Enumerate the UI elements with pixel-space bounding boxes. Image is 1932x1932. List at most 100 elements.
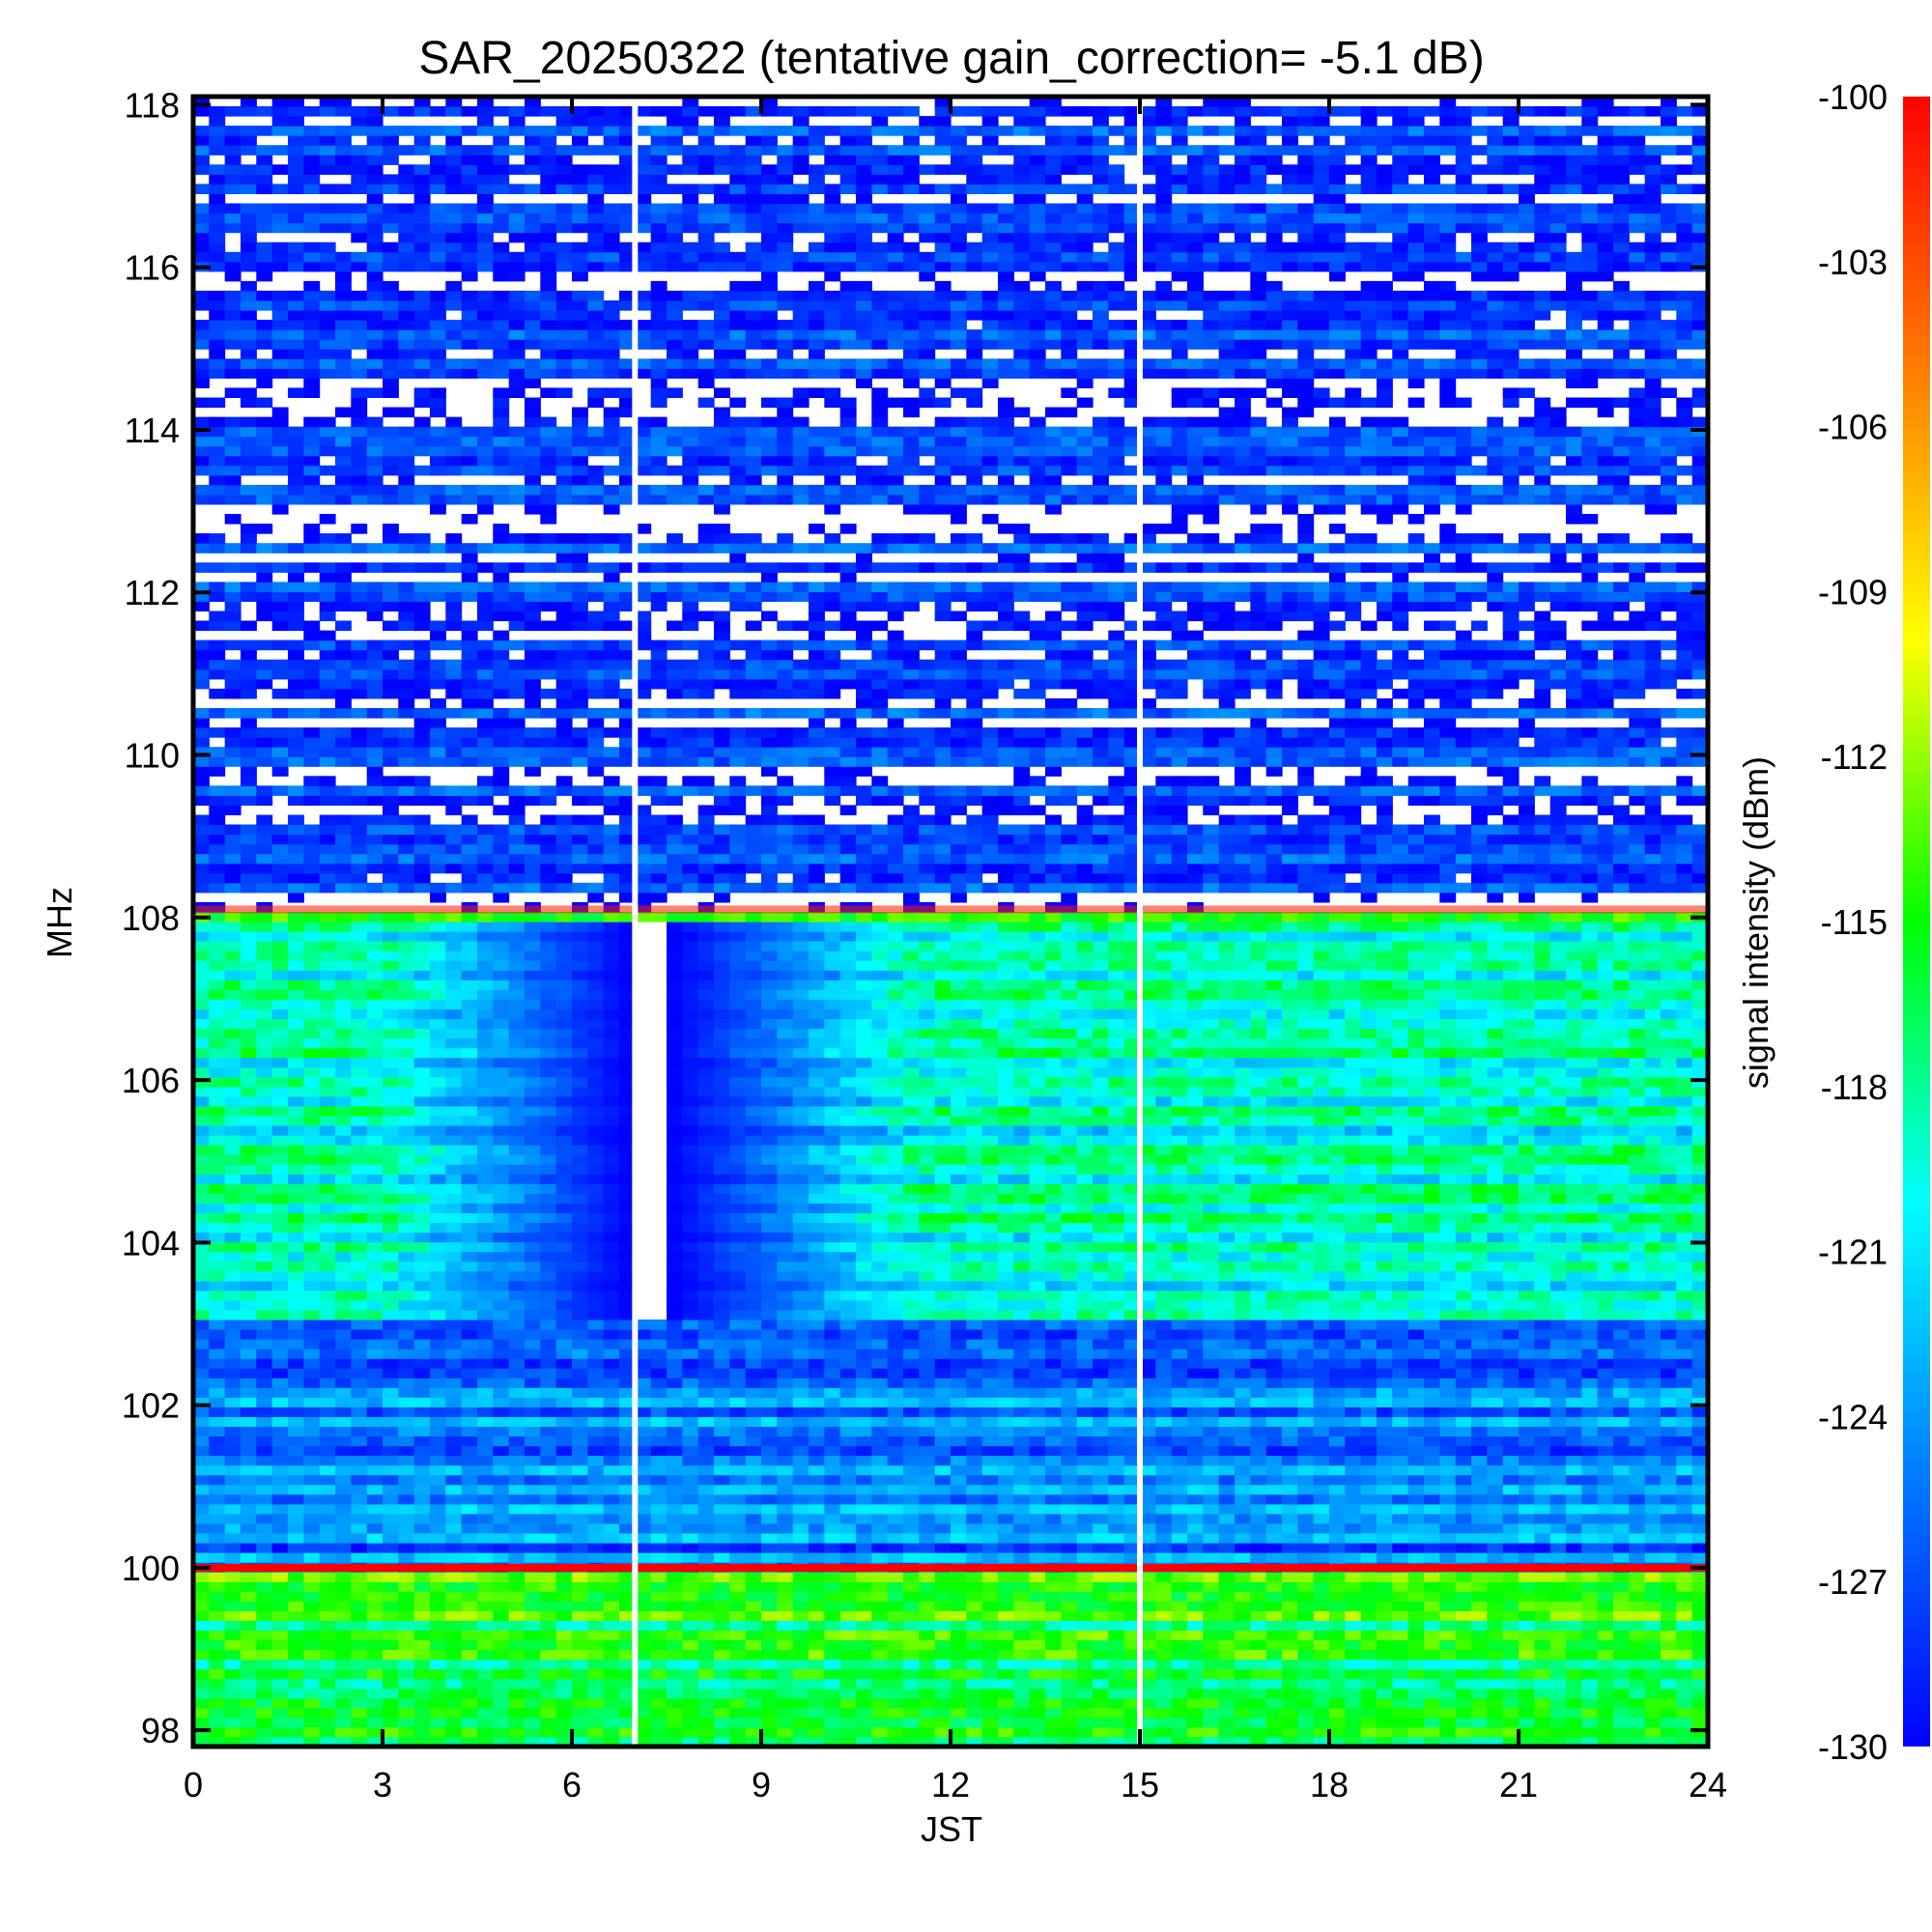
heatmap-cell xyxy=(919,1572,935,1582)
heatmap-cell xyxy=(856,1669,872,1680)
heatmap-cell xyxy=(1661,1698,1677,1709)
heatmap-cell xyxy=(193,1291,210,1301)
heatmap-cell xyxy=(856,1329,872,1340)
heatmap-cell xyxy=(1471,1329,1488,1340)
heatmap-cell xyxy=(525,1456,541,1466)
heatmap-cell xyxy=(888,1640,904,1651)
heatmap-cell xyxy=(509,1601,526,1611)
heatmap-cell xyxy=(1456,1533,1472,1544)
heatmap-cell xyxy=(193,1485,210,1495)
heatmap-cell xyxy=(540,1358,556,1369)
heatmap-cell xyxy=(840,1387,857,1398)
heatmap-cell xyxy=(1172,1397,1188,1407)
heatmap-cell xyxy=(272,1252,289,1263)
heatmap-cell xyxy=(509,1581,526,1592)
heatmap-cell xyxy=(1534,1465,1550,1476)
heatmap-cell xyxy=(1487,1300,1503,1311)
heatmap-cell xyxy=(1645,1281,1662,1292)
heatmap-cell xyxy=(493,1650,509,1661)
heatmap-cell xyxy=(1282,1650,1298,1661)
heatmap-cell xyxy=(288,1291,304,1301)
heatmap-cell xyxy=(509,1718,526,1728)
heatmap-cell xyxy=(698,1339,715,1350)
heatmap-cell xyxy=(209,1630,225,1640)
heatmap-cell xyxy=(1581,1310,1598,1321)
heatmap-cell xyxy=(1629,1630,1645,1640)
heatmap-cell xyxy=(871,1494,888,1505)
heatmap-cell xyxy=(1408,1291,1425,1301)
heatmap-cell xyxy=(1503,1669,1520,1680)
heatmap-cell xyxy=(604,1650,620,1661)
heatmap-cell xyxy=(1235,1572,1251,1582)
heatmap-cell xyxy=(746,1358,762,1369)
heatmap-cell xyxy=(919,1485,935,1495)
heatmap-cell xyxy=(1377,1406,1393,1417)
heatmap-cell xyxy=(493,1310,509,1321)
heatmap-cell xyxy=(1424,1475,1440,1486)
heatmap-cell xyxy=(746,1660,762,1670)
heatmap-cell xyxy=(1566,1523,1582,1534)
heatmap-cell xyxy=(414,1339,431,1350)
heatmap-cell xyxy=(351,1320,367,1330)
heatmap-cell xyxy=(1282,1640,1298,1651)
heatmap-cell xyxy=(1077,1679,1094,1690)
heatmap-cell xyxy=(1345,1262,1361,1272)
heatmap-cell xyxy=(540,1456,556,1466)
heatmap-cell xyxy=(303,1233,320,1243)
heatmap-cell xyxy=(587,1698,604,1709)
heatmap-cell xyxy=(445,1339,462,1350)
heatmap-cell xyxy=(1061,1406,1077,1417)
heatmap-cell xyxy=(477,1233,494,1243)
heatmap-cell xyxy=(793,1718,810,1728)
heatmap-cell xyxy=(761,1601,778,1611)
heatmap-cell xyxy=(1377,1262,1393,1272)
heatmap-cell xyxy=(540,1514,556,1524)
heatmap-cell xyxy=(209,1320,225,1330)
heatmap-cell xyxy=(604,1339,620,1350)
heatmap-cell xyxy=(1471,1572,1488,1582)
heatmap-cell xyxy=(714,1485,730,1495)
heatmap-cell xyxy=(651,1504,668,1515)
heatmap-cell xyxy=(303,1368,320,1378)
heatmap-cell xyxy=(556,1504,573,1515)
heatmap-cell xyxy=(1329,1281,1346,1292)
heatmap-cell xyxy=(667,1494,683,1505)
heatmap-cell xyxy=(1155,1378,1172,1388)
heatmap-cell xyxy=(1172,1320,1188,1330)
heatmap-cell xyxy=(1172,1630,1188,1640)
heatmap-cell xyxy=(604,1543,620,1553)
heatmap-cell xyxy=(667,1456,683,1466)
heatmap-cell xyxy=(761,1291,778,1301)
heatmap-cell xyxy=(824,1436,840,1447)
heatmap-cell xyxy=(556,1660,573,1670)
heatmap-cell xyxy=(398,1262,414,1272)
heatmap-cell xyxy=(272,1406,289,1417)
heatmap-cell xyxy=(398,1689,414,1699)
heatmap-cell xyxy=(225,1718,242,1728)
heatmap-cell xyxy=(587,1727,604,1738)
heatmap-cell xyxy=(966,1504,982,1515)
heatmap-cell xyxy=(1045,1416,1062,1427)
heatmap-cell xyxy=(824,1349,840,1359)
heatmap-cell xyxy=(1108,1610,1124,1621)
heatmap-cell xyxy=(1045,1406,1062,1417)
heatmap-cell xyxy=(1392,1416,1408,1427)
heatmap-cell xyxy=(840,1514,857,1524)
heatmap-cell xyxy=(1424,1271,1440,1282)
heatmap-cell xyxy=(746,1669,762,1680)
heatmap-cell xyxy=(540,1601,556,1611)
heatmap-cell xyxy=(288,1679,304,1690)
heatmap-cell xyxy=(856,1485,872,1495)
heatmap-cell xyxy=(1297,1504,1314,1515)
heatmap-cell xyxy=(1314,1581,1330,1592)
heatmap-cell xyxy=(1266,1465,1283,1476)
heatmap-cell xyxy=(777,1242,793,1253)
heatmap-cell xyxy=(1172,1465,1188,1476)
heatmap-cell xyxy=(572,1446,588,1457)
heatmap-cell xyxy=(303,1543,320,1553)
heatmap-cell xyxy=(1030,1727,1046,1738)
heatmap-cell xyxy=(477,1252,494,1263)
heatmap-cell xyxy=(1061,1689,1077,1699)
heatmap-cell xyxy=(1581,1426,1598,1436)
heatmap-cell xyxy=(320,1387,336,1398)
